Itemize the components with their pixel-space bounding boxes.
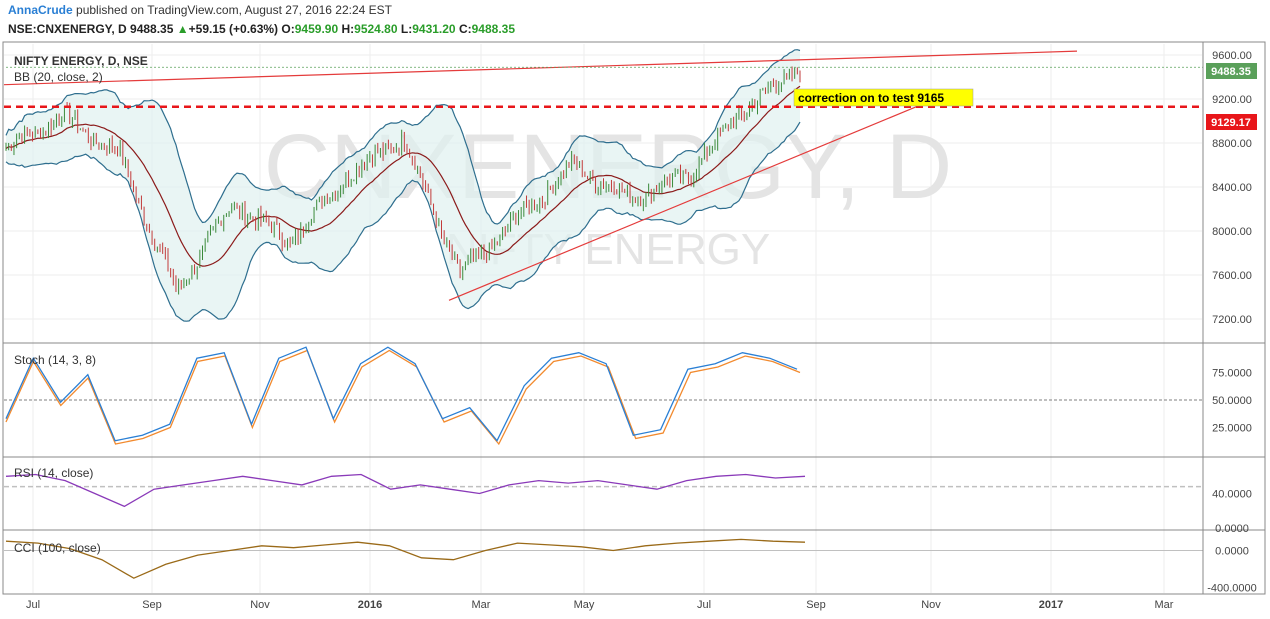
open-label: O: <box>281 22 295 36</box>
time-tick-label: Jul <box>697 599 711 611</box>
last-price-badge <box>1206 63 1257 79</box>
stochastic-panel <box>4 346 1203 446</box>
high-value: 9524.80 <box>354 22 398 36</box>
bb-indicator-label: BB (20, close, 2) <box>14 70 103 84</box>
time-tick-label: 2017 <box>1039 599 1063 611</box>
annotation-box[interactable] <box>793 88 974 107</box>
price-change: +59.15 (+0.63%) <box>188 22 279 36</box>
indicator-tick-label: 0.0000 <box>1215 523 1249 535</box>
open-value: 9459.90 <box>294 22 339 36</box>
low-label: L: <box>400 22 413 36</box>
close-label: C: <box>458 22 472 36</box>
price-tick-label: 8000.00 <box>1212 226 1252 238</box>
indicator-tick-label: 0.0000 <box>1215 545 1249 557</box>
up-arrow-icon: ▲ <box>176 22 189 36</box>
price-tick-label: 9600.00 <box>1212 50 1252 62</box>
rsi-line <box>5 473 806 508</box>
indicator-tick-label: -400.0000 <box>1207 582 1257 594</box>
rising-trendline[interactable] <box>448 98 936 301</box>
price-tick-label: 7200.00 <box>1212 314 1252 326</box>
grid <box>4 44 1202 593</box>
time-tick-label: Jul <box>26 599 40 611</box>
indicator-tick-label: 75.0000 <box>1212 368 1252 380</box>
rsi-panel <box>4 473 1203 508</box>
indicator-tick-label: 25.0000 <box>1212 423 1252 435</box>
time-tick-label: Sep <box>142 599 162 611</box>
symbol-line: NSE:CNXENERGY, D 9488.35 ▲+59.15 (+0.63%… <box>8 22 515 36</box>
upper-trendline[interactable] <box>3 50 1078 86</box>
trendlines[interactable] <box>3 50 1203 301</box>
price-axis[interactable]: 9600.00 9200.00 8800.00 8400.00 8000.00 7600.… <box>1207 50 1257 594</box>
time-tick-label: Nov <box>921 599 941 611</box>
bb-lower <box>5 121 801 322</box>
time-tick-label: Mar <box>472 599 491 611</box>
chart-frame <box>2 41 1266 595</box>
level-price-text: 9129.17 <box>1211 117 1251 129</box>
low-value: 9431.20 <box>412 22 456 36</box>
cci-label: CCI (100, close) <box>14 541 101 555</box>
last-price-text: 9488.35 <box>1211 66 1251 78</box>
stoch-label: Stoch (14, 3, 8) <box>14 353 96 367</box>
bb-fill <box>6 49 800 322</box>
indicator-tick-label: 40.0000 <box>1212 489 1252 501</box>
bb-basis <box>5 85 801 267</box>
price-bars <box>5 66 801 295</box>
main-title: NIFTY ENERGY, D, NSE <box>14 54 148 68</box>
time-tick-label: Nov <box>250 599 270 611</box>
last-price: 9488.35 <box>130 22 174 36</box>
rsi-label: RSI (14, close) <box>14 466 93 480</box>
time-tick-label: 2016 <box>358 599 382 611</box>
price-tick-label: 8800.00 <box>1212 138 1252 150</box>
published-text: published on TradingView.com, August 27,… <box>76 3 393 17</box>
stoch-d-line <box>5 349 801 446</box>
time-axis[interactable]: Jul Sep Nov 2016 Mar May Jul Sep Nov 2017 Mar <box>26 599 1174 611</box>
time-tick-label: May <box>574 599 595 611</box>
bollinger-bands <box>5 49 801 322</box>
publish-line: AnnaCrude published on TradingView.com, … <box>8 3 392 17</box>
symbol-name[interactable]: NSE:CNXENERGY, D <box>8 22 127 36</box>
price-tick-label: 9200.00 <box>1212 94 1252 106</box>
author-link[interactable]: AnnaCrude <box>8 3 73 17</box>
close-value: 9488.35 <box>471 22 516 36</box>
indicator-tick-label: 50.0000 <box>1212 395 1252 407</box>
cci-panel <box>4 538 1203 579</box>
time-tick-label: Mar <box>1155 599 1174 611</box>
high-label: H: <box>341 22 355 36</box>
price-tick-label: 8400.00 <box>1212 182 1252 194</box>
bb-upper <box>5 49 801 225</box>
annotation-text: correction on to test 9165 <box>798 91 944 105</box>
price-tick-label: 7600.00 <box>1212 270 1252 282</box>
time-tick-label: Sep <box>806 599 826 611</box>
level-price-badge <box>1206 114 1257 130</box>
stoch-k-line <box>5 346 798 442</box>
cci-line <box>5 538 806 579</box>
